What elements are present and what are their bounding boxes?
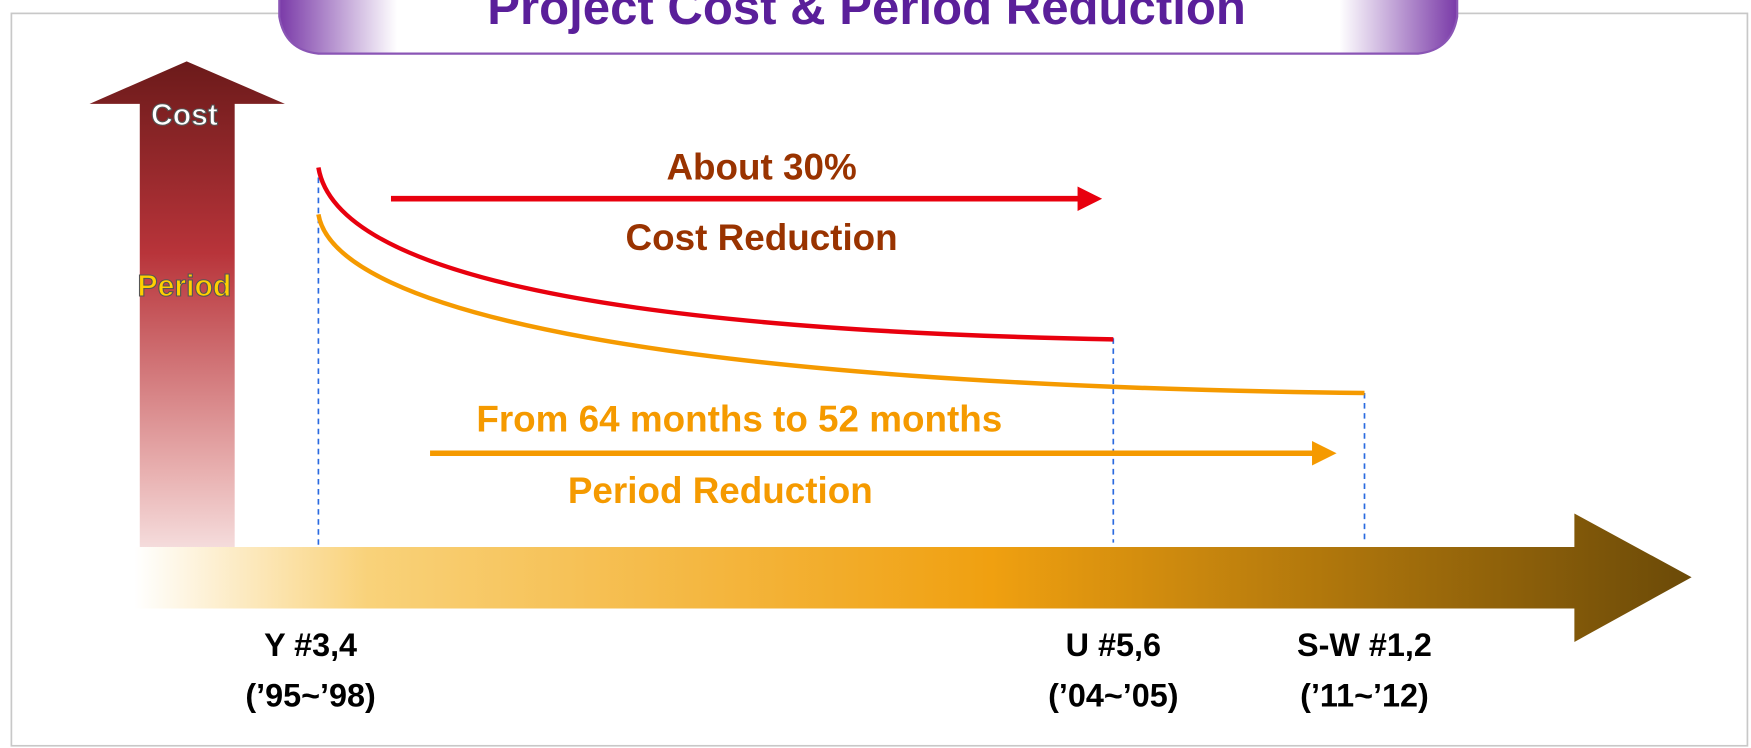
period-axis-label: Period <box>138 270 232 303</box>
milestone-name: U #5,6 <box>1066 627 1161 663</box>
milestone-years: (’04~’05) <box>1048 677 1178 713</box>
period-arrow-head <box>1312 440 1337 466</box>
cost-axis-label: Cost <box>151 99 218 132</box>
vertical-arrow <box>89 61 285 609</box>
title-tab <box>278 0 1459 55</box>
milestone-years: (’95~’98) <box>245 677 375 713</box>
period-label: Period Reduction <box>568 470 873 511</box>
horizontal-arrow <box>134 513 1692 642</box>
milestone-name: Y #3,4 <box>264 627 357 663</box>
milestone-name: S-W #1,2 <box>1297 627 1432 663</box>
period-curve <box>316 213 1365 396</box>
cost-arrow-head <box>1077 186 1103 212</box>
milestone-years: (’11~’12) <box>1300 677 1429 713</box>
cost-label: Cost Reduction <box>626 217 898 258</box>
title: Project Cost & Period Reduction <box>487 0 1246 35</box>
cost-curve <box>316 167 1114 342</box>
cost-amount: About 30% <box>666 146 856 187</box>
period-amount: From 64 months to 52 months <box>476 399 1002 440</box>
